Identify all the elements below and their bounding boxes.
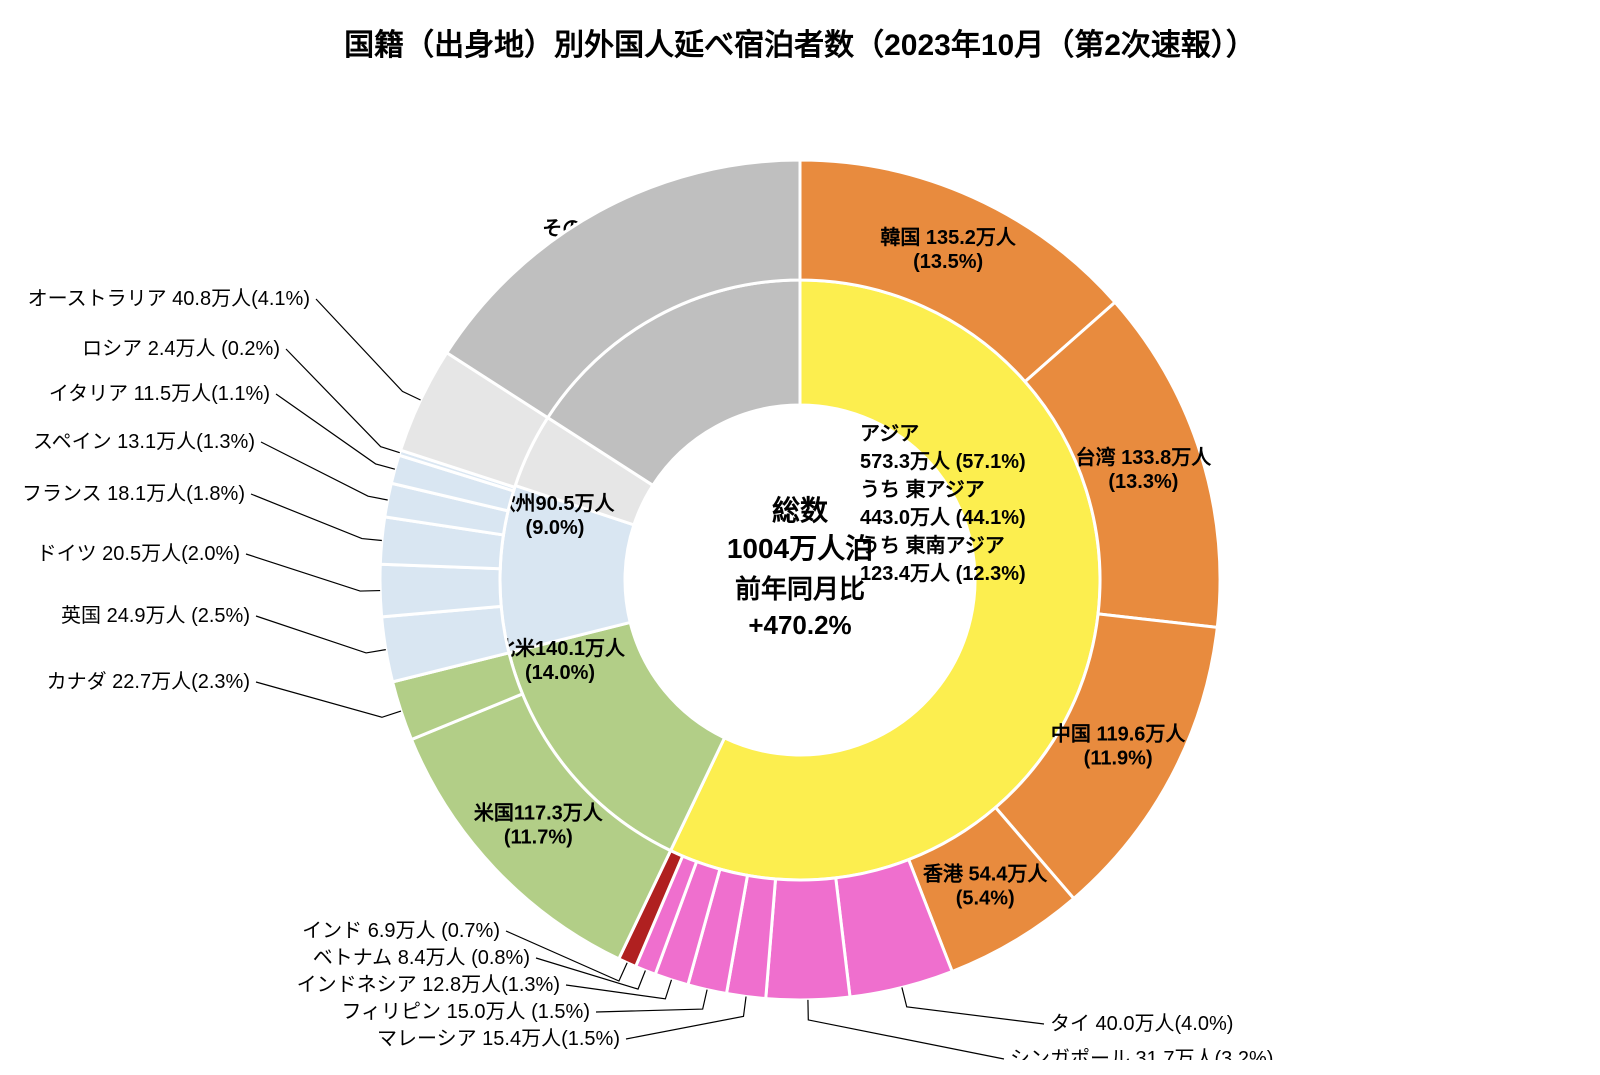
outer-label2-hongkong: (5.4%) (956, 888, 1015, 910)
outer-label2-china: (11.9%) (1084, 747, 1153, 769)
outer-label-india: インド 6.9万人 (0.7%) (302, 919, 500, 942)
inner-label2-n-america: (14.0%) (525, 662, 595, 684)
leader-france (251, 494, 382, 540)
leader-spain (261, 442, 388, 500)
outer-label2-taiwan: (13.3%) (1108, 471, 1178, 493)
leader-singapore (808, 1000, 1004, 1059)
outer-label-australia: オーストラリア 40.8万人(4.1%) (28, 287, 310, 310)
outer-label-malaysia: マレーシア 15.4万人(1.5%) (377, 1027, 620, 1050)
outer-label-canada: カナダ 22.7万人(2.3%) (47, 670, 250, 693)
outer-label-singapore: シンガポール 31.7万人(3.2%) (1010, 1047, 1273, 1060)
leader-thailand (902, 987, 1044, 1024)
leader-uk (256, 616, 386, 653)
asia-block-line: うち 東南アジア (860, 534, 1005, 557)
center-text: 1004万人泊 (727, 533, 873, 564)
outer-label-vietnam: ベトナム 8.4万人 (0.8%) (313, 946, 530, 969)
outer-label-taiwan: 台湾 133.8万人 (1076, 445, 1213, 469)
outer-label-indonesia: インドネシア 12.8万人(1.3%) (297, 973, 560, 996)
outer-label-france: フランス 18.1万人(1.8%) (22, 482, 245, 505)
donut-chart: 北米140.1万人(14.0%)欧州90.5万人(9.0%)その他・不明 159… (0, 60, 1600, 1060)
outer-label2-korea: (13.5%) (913, 251, 983, 273)
asia-block-line: アジア (860, 423, 919, 445)
outer-label2-usa: (11.7%) (504, 826, 573, 848)
outer-label-philippines: フィリピン 15.0万人 (1.5%) (341, 1000, 590, 1023)
center-text: 前年同月比 (735, 574, 865, 604)
outer-label-italy: イタリア 11.5万人(1.1%) (49, 382, 270, 405)
outer-label-thailand: タイ 40.0万人(4.0%) (1050, 1012, 1233, 1035)
asia-block-line: 123.4万人 (12.3%) (860, 562, 1026, 585)
leader-italy (276, 394, 395, 469)
leader-russia (286, 349, 400, 453)
outer-label-germany: ドイツ 20.5万人(2.0%) (37, 542, 240, 565)
center-text: 総数 (772, 494, 829, 526)
outer-slice-singapore (766, 878, 850, 1000)
outer-label-russia: ロシア 2.4万人 (0.2%) (82, 337, 280, 360)
leader-australia (316, 299, 421, 400)
leader-philippines (596, 990, 707, 1012)
outer-label-spain: スペイン 13.1万人(1.3%) (33, 430, 255, 453)
outer-label-uk: 英国 24.9万人 (2.5%) (61, 604, 250, 627)
center-text: +470.2% (748, 610, 851, 640)
asia-block-line: 573.3万人 (57.1%) (860, 450, 1026, 473)
leader-germany (246, 554, 380, 591)
outer-label-korea: 韓国 135.2万人 (880, 225, 1017, 249)
leader-malaysia (626, 997, 746, 1039)
outer-label-china: 中国 119.6万人 (1051, 721, 1187, 745)
asia-block-line: うち 東アジア (860, 478, 985, 501)
leader-canada (256, 682, 401, 717)
inner-label2-europe: (9.0%) (526, 517, 585, 539)
outer-slice-germany (380, 564, 501, 617)
outer-label-usa: 米国117.3万人 (474, 801, 604, 824)
chart-title: 国籍（出身地）別外国人延べ宿泊者数（2023年10月（第2次速報）） (0, 20, 1600, 64)
asia-block-line: 443.0万人 (44.1%) (860, 506, 1026, 529)
outer-label-hongkong: 香港 54.4万人 (923, 862, 1048, 886)
inner-label-n-america: 北米140.1万人 (495, 637, 626, 660)
